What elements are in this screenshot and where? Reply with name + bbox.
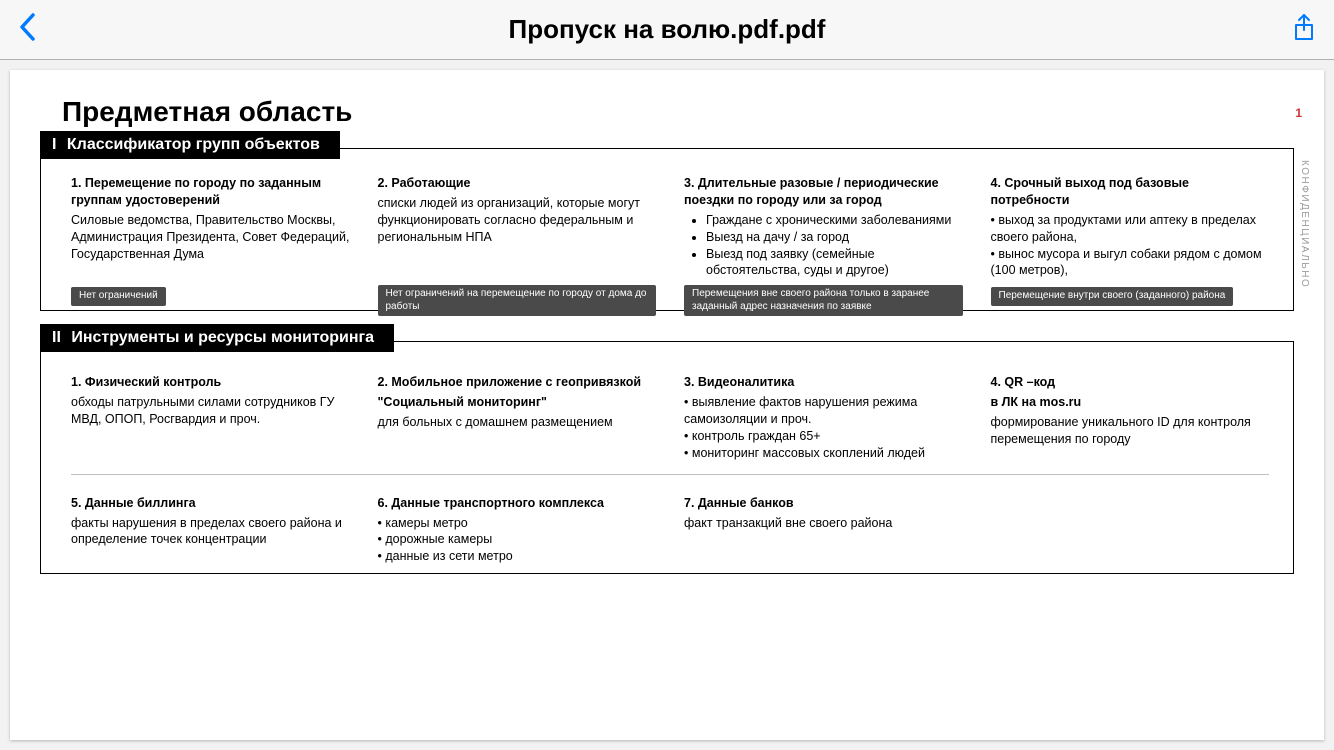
page-title: Предметная область: [62, 96, 1294, 128]
s2-col-7-title: 7. Данные банков: [684, 495, 963, 512]
s1-col-4-line-1: • выход за продуктами или аптеку в преде…: [991, 212, 1270, 246]
section-2-row1: 1. Физический контроль обходы патрульным…: [41, 354, 1293, 469]
s2-col-4-title2: в ЛК на mos.ru: [991, 394, 1270, 411]
s1-col-2-title: 2. Работающие: [378, 175, 657, 192]
s1-col-3-title: 3. Длительные разовые / периодические по…: [684, 175, 963, 209]
s2-col-5-title: 5. Данные биллинга: [71, 495, 350, 512]
s1-col-3: 3. Длительные разовые / периодические по…: [684, 175, 963, 279]
s2-col-1: 1. Физический контроль обходы патрульным…: [71, 374, 350, 461]
s1-tag-2: Нет ограничений на перемещение по городу…: [378, 285, 657, 316]
s1-col-1-title: 1. Перемещение по городу по заданным гру…: [71, 175, 350, 209]
s1-tag-3: Перемещения вне своего района только в з…: [684, 285, 963, 316]
section-1-tags: Нет ограничений Нет ограничений на перем…: [41, 285, 1293, 316]
s1-col-4: 4. Срочный выход под базовые потребности…: [991, 175, 1270, 279]
section-2-row2: 5. Данные биллинга факты нарушения в пре…: [41, 475, 1293, 574]
back-button[interactable]: [18, 12, 36, 47]
s2-col-7: 7. Данные банков факт транзакций вне сво…: [684, 495, 963, 566]
s2-col-6-l3: • данные из сети метро: [378, 548, 657, 565]
section-1: I Классификатор групп объектов 1. Переме…: [40, 148, 1294, 311]
list-item: Выезд под заявку (семейные обстоятельств…: [706, 246, 963, 280]
s2-col-2-desc: для больных с домашнем размещением: [378, 414, 657, 431]
s2-col-6-l1: • камеры метро: [378, 515, 657, 532]
s1-col-3-list: Граждане с хроническими заболеваниями Вы…: [684, 212, 963, 280]
page-number: 1: [1295, 106, 1302, 120]
s2-col-4-title1: 4. QR –код: [991, 374, 1270, 391]
s1-col-4-title: 4. Срочный выход под базовые потребности: [991, 175, 1270, 209]
s2-col-6-title: 6. Данные транспортного комплекса: [378, 495, 657, 512]
share-icon: [1292, 12, 1316, 42]
s2-col-1-title: 1. Физический контроль: [71, 374, 350, 391]
document-viewport[interactable]: 1 КОНФИДЕНЦИАЛЬНО Предметная область I К…: [0, 60, 1334, 750]
s2-col-3-l2: • контроль граждан 65+: [684, 428, 963, 445]
s1-col-2-desc: списки людей из организаций, которые мог…: [378, 195, 657, 246]
s1-tag-1: Нет ограничений: [71, 287, 166, 306]
s2-col-4: 4. QR –код в ЛК на mos.ru формирование у…: [991, 374, 1270, 461]
section-2-title: Инструменты и ресурсы мониторинга: [71, 329, 374, 346]
s2-col-3-l1: • выявление фактов нарушения режима само…: [684, 394, 963, 428]
s2-col-6-l2: • дорожные камеры: [378, 531, 657, 548]
navigation-bar: Пропуск на волю.pdf.pdf: [0, 0, 1334, 60]
s2-col-5-desc: факты нарушения в пределах своего района…: [71, 515, 350, 549]
s2-col-6: 6. Данные транспортного комплекса • каме…: [378, 495, 657, 566]
s2-col-3-title: 3. Видеоналитика: [684, 374, 963, 391]
pdf-page: 1 КОНФИДЕНЦИАЛЬНО Предметная область I К…: [10, 70, 1324, 740]
section-2: II Инструменты и ресурсы мониторинга 1. …: [40, 341, 1294, 574]
s1-tag-4: Перемещение внутри своего (заданного) ра…: [991, 287, 1234, 306]
section-2-header: II Инструменты и ресурсы мониторинга: [40, 324, 394, 352]
s1-col-1: 1. Перемещение по городу по заданным гру…: [71, 175, 350, 279]
section-1-header: I Классификатор групп объектов: [40, 131, 340, 159]
confidential-label: КОНФИДЕНЦИАЛЬНО: [1299, 160, 1310, 288]
s2-col-7-desc: факт транзакций вне своего района: [684, 515, 963, 532]
s2-col-4-desc: формирование уникального ID для контроля…: [991, 414, 1270, 448]
s2-col-2-title: 2. Мобильное приложение с геопривязкой: [378, 374, 657, 391]
share-button[interactable]: [1292, 12, 1316, 47]
section-1-roman: I: [52, 136, 56, 153]
section-1-title: Классификатор групп объектов: [67, 136, 320, 153]
s1-col-1-desc: Силовые ведомства, Правительство Москвы,…: [71, 212, 350, 263]
chevron-left-icon: [18, 12, 36, 42]
s1-col-2: 2. Работающие списки людей из организаци…: [378, 175, 657, 279]
s2-col-2: 2. Мобильное приложение с геопривязкой "…: [378, 374, 657, 461]
list-item: Выезд на дачу / за город: [706, 229, 963, 246]
section-1-columns: 1. Перемещение по городу по заданным гру…: [41, 161, 1293, 289]
list-item: Граждане с хроническими заболеваниями: [706, 212, 963, 229]
section-2-roman: II: [52, 329, 61, 346]
s2-col-3: 3. Видеоналитика • выявление фактов нару…: [684, 374, 963, 461]
s2-col-1-desc: обходы патрульными силами сотрудников ГУ…: [71, 394, 350, 428]
s2-col-3-l3: • мониторинг массовых скоплений людей: [684, 445, 963, 462]
s1-col-4-line-2: • вынос мусора и выгул собаки рядом с до…: [991, 246, 1270, 280]
document-title: Пропуск на волю.pdf.pdf: [509, 14, 826, 45]
s2-col-2-desc-bold: "Социальный мониторинг": [378, 394, 657, 411]
s2-col-5: 5. Данные биллинга факты нарушения в пре…: [71, 495, 350, 566]
